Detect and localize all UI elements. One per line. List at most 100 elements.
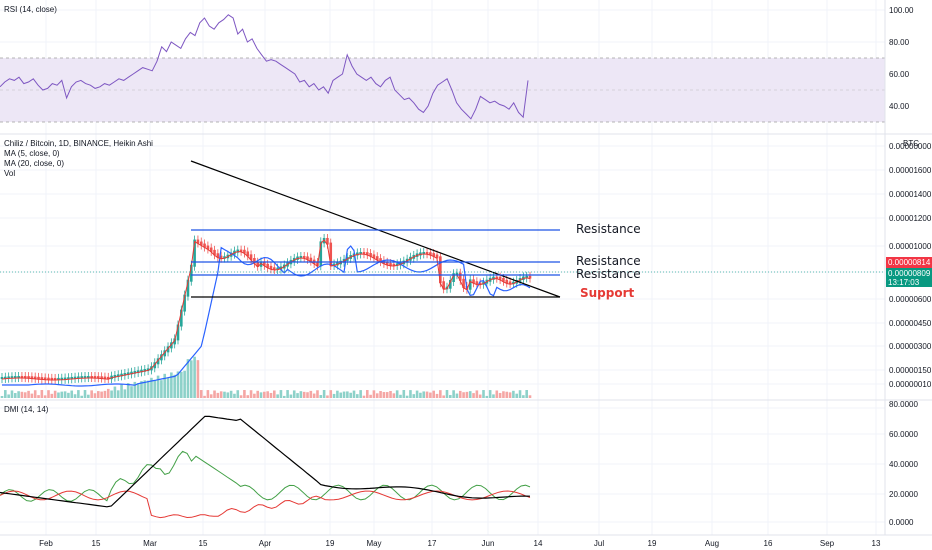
price-pane[interactable]: Resistance Resistance Resistance Support… [0, 139, 932, 398]
x-tick-label: 17 [428, 539, 437, 548]
candle-body [143, 369, 147, 372]
candle-body [299, 256, 303, 259]
volume-bar [356, 394, 359, 398]
candle-body [63, 377, 67, 380]
volume-bar [110, 390, 113, 398]
volume-bar [442, 395, 445, 398]
volume-bar [176, 371, 180, 398]
price-tick-label: 0.00001600 [889, 166, 932, 175]
volume-bar [4, 390, 7, 398]
price-tick-label: 0.00000000 [889, 142, 932, 151]
volume-bar [395, 390, 399, 398]
candle-body [512, 281, 515, 285]
volume-bar [296, 393, 299, 398]
volume-bar [409, 390, 412, 398]
legend-ma5: MA (5, close, 0) [4, 149, 60, 158]
candle-body [180, 309, 183, 327]
candle-body [362, 252, 366, 255]
candle-body [77, 376, 80, 379]
legend-ma20: MA (20, close, 0) [4, 159, 64, 168]
volume-bar [236, 390, 240, 398]
candle-body [53, 377, 57, 380]
volume-bar [306, 392, 309, 398]
candle-body [455, 272, 459, 276]
candle-body [273, 267, 276, 270]
candle-body [206, 245, 210, 250]
candle-body [472, 279, 475, 284]
rsi-pane[interactable]: RSI (14, close) 100.00 80.00 60.00 40.00 [0, 5, 914, 123]
candle-body [7, 376, 10, 379]
volume-bar [30, 393, 34, 398]
dmi-tick-label: 0.0000 [889, 518, 914, 527]
candle-body [385, 261, 389, 266]
volume-bar [186, 359, 190, 398]
volume-bar [525, 390, 528, 398]
volume-bar [399, 394, 402, 398]
volume-bar [233, 393, 236, 398]
volume-bar [199, 390, 203, 398]
candle-body [163, 350, 167, 357]
volume-bar [156, 375, 160, 398]
volume-bar [183, 370, 186, 398]
price-tick-label: 0.00000600 [889, 295, 932, 304]
candle-body [216, 253, 220, 258]
volume-bar [206, 390, 210, 398]
volume-bar [133, 381, 137, 398]
volume-bar [87, 394, 90, 398]
candle-body [329, 242, 333, 266]
price-title: Chiliz / Bitcoin, 1D, BINANCE, Heikin As… [4, 139, 153, 148]
candle-body [498, 276, 502, 280]
volume-bar [47, 390, 50, 398]
candle-body [50, 377, 54, 380]
volume-bar [279, 390, 283, 398]
candle-body [123, 373, 127, 376]
candle-body [93, 376, 97, 379]
volume-bar [339, 392, 343, 398]
volume-bar [223, 391, 226, 398]
volume-bar [332, 393, 336, 398]
volume-bar [462, 392, 465, 398]
volume-bar [319, 395, 323, 398]
volume-bar [449, 395, 452, 398]
candle-body [103, 376, 107, 379]
volume-bar [140, 381, 143, 398]
volume-bar [123, 389, 127, 398]
volume-bar [415, 390, 419, 398]
volume-bar [50, 393, 54, 398]
volume-bar [286, 390, 289, 398]
volume-bar [70, 390, 74, 398]
volume-bar [219, 391, 223, 398]
volume-bar [492, 394, 495, 398]
candle-body [365, 252, 369, 256]
candle-body [392, 263, 396, 266]
dmi-pane[interactable]: DMI (14, 14) 80.0000 60.0000 40.0000 20.000… [0, 400, 918, 527]
price-tick-label: 0.00000150 [889, 366, 932, 375]
candle-body [306, 256, 309, 260]
candle-body [203, 243, 206, 248]
volume-bar [429, 392, 432, 398]
candle-body [435, 254, 439, 259]
candle-body [83, 376, 87, 379]
descending-trendline[interactable] [190, 160, 561, 298]
volume-bar [160, 380, 163, 398]
candle-body [173, 338, 176, 345]
volume-bar [113, 386, 117, 398]
volume-bar [382, 392, 386, 398]
last-price-tag [886, 257, 932, 268]
candle-body [120, 373, 123, 377]
candle-body [43, 377, 47, 380]
candle-body [170, 342, 173, 349]
candle-body [468, 279, 472, 290]
candle-body [239, 249, 243, 252]
candle-body [90, 376, 93, 379]
volume-bar [372, 390, 376, 398]
x-tick-label: 19 [326, 539, 335, 548]
volume-bar [213, 390, 216, 398]
candle-body [0, 377, 4, 379]
candle-body [13, 376, 17, 379]
last-price-value-2: 0.00000809 [888, 269, 931, 278]
volume-bar [150, 377, 153, 398]
candle-body [10, 376, 14, 379]
volume-bar [27, 390, 30, 398]
rsi-band [0, 58, 885, 122]
